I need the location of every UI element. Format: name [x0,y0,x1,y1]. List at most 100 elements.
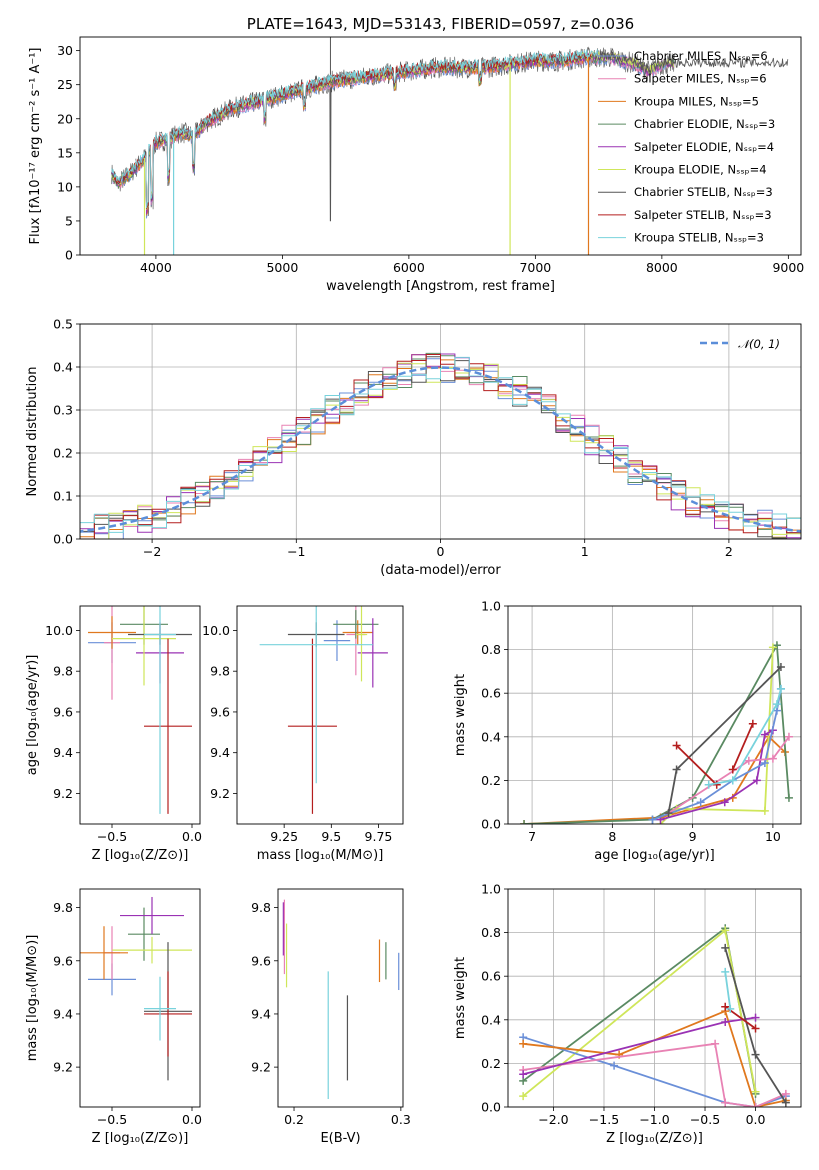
plot-area [111,37,789,255]
y-tick-label: 25 [57,77,73,92]
y-axis-label: mass weight [453,957,468,1039]
data-point-marker [748,719,757,728]
data-point-marker [721,967,730,976]
panel-residual-histogram: −2 −1 0 1 2 0.0 0.1 0.2 0.3 0.4 0.5 (data-model)/er… [25,317,802,578]
data-point-marker [672,741,681,750]
data-point-marker [672,765,681,774]
data-point-marker [728,765,737,774]
y-tick-label: 0.0 [53,532,73,547]
legend-label: Kroupa STELIB, Nₛₛₚ=3 [634,231,764,245]
panel-mass-vs-metallicity: −0.5 0.0 9.2 9.4 9.6 9.8 Z [log₁₀(Z/Z⊙)] mass [… [25,888,202,1146]
y-tick-label: 0 [65,248,73,263]
legend-label: Chabrier MILES, Nₛₛₚ=6 [634,49,768,63]
y-tick-label: 9.8 [53,900,73,915]
x-tick-label: 9.75 [365,829,393,844]
residual-histogram [80,354,801,539]
residual-histogram [80,356,801,539]
y-tick-label: 1.0 [481,599,501,614]
y-tick-label: 30 [57,43,73,58]
data-point-marker [711,1039,720,1048]
panel-mass-vs-ebv: 0.2 0.3 9.2 9.4 9.6 9.8 E(B-V) [251,888,411,1146]
data-point-marker [752,776,761,785]
errorbar-point [259,606,373,784]
data-point-marker [751,1024,760,1033]
y-tick-label: 9.4 [53,1006,73,1021]
y-tick-label: 10 [57,179,73,194]
model-fit-line [111,48,599,209]
mass-weight-line [668,736,790,814]
errorbar-point [144,638,192,814]
y-tick-label: 5 [65,213,73,228]
y-tick-label: 0.0 [481,1100,501,1115]
data-point-marker [519,1070,528,1079]
data-point-marker [720,798,729,807]
y-tick-label: 10.0 [45,623,73,638]
x-tick-label: 9.25 [270,829,298,844]
y-tick-label: 9.2 [53,1060,73,1075]
y-tick-label: 0.4 [53,360,73,375]
y-tick-label: 10.0 [202,623,230,638]
y-tick-label: 0.2 [481,773,501,788]
data-point-marker [781,1089,790,1098]
errorbar-point [287,638,337,814]
y-tick-label: 9.6 [210,704,230,719]
data-point-marker [728,776,737,785]
x-tick-label: 0 [437,544,445,559]
x-tick-label: 8000 [646,260,678,275]
data-point-marker [772,700,781,709]
legend: 𝒩(0, 1) [700,337,780,351]
mass-weight-line [675,744,718,786]
gridlines [508,605,801,825]
y-tick-label: 0.4 [481,1012,501,1027]
y-tick-label: 0.4 [481,729,501,744]
errorbar-point [128,907,160,961]
y-tick-label: 9.4 [210,745,230,760]
x-axis-label: Z [log₁₀(Z/Z⊙)] [92,1131,189,1146]
data-point-marker [751,1013,760,1022]
y-tick-label: 9.8 [210,664,230,679]
data-point-marker [760,758,769,767]
data-point-marker [519,1092,528,1101]
x-tick-label: −0.5 [690,1112,720,1127]
x-tick-label: 9 [689,829,697,844]
y-tick-label: 9.2 [210,786,230,801]
y-tick-label: 9.4 [53,745,73,760]
mass-weight-line [708,688,782,786]
legend-label: Salpeter ELODIE, Nₛₛₚ=4 [634,140,774,154]
data-point-marker [696,798,705,807]
chart-title: PLATE=1643, MJD=53143, FIBERID=0597, z=0… [247,15,634,33]
data-point-marker [704,780,713,789]
y-tick-label: 15 [57,145,73,160]
data-point-marker [781,1098,790,1107]
x-tick-label: 4000 [140,260,172,275]
errorbar-point [355,606,368,682]
data-point-marker [721,926,730,935]
x-tick-label: 9000 [772,260,804,275]
data-point-marker [721,943,730,952]
data-point-marker [648,815,657,824]
legend-label: Kroupa MILES, Nₛₛₚ=5 [634,94,759,108]
x-tick-label: 5000 [266,260,298,275]
y-tick-label: 0.6 [481,969,501,984]
x-axis-label: age [log₁₀(age/yr)] [594,848,715,863]
x-axis-label: (data-model)/error [380,563,501,578]
errorbar-point [112,606,176,686]
x-tick-label: 6000 [393,260,425,275]
data-point-marker [664,809,673,818]
axes-frame [507,888,802,1108]
legend-label: Kroupa ELODIE, Nₛₛₚ=4 [634,163,767,177]
errorbar-point [120,896,184,935]
x-tick-label: −0.5 [97,829,127,844]
legend-label: Salpeter MILES, Nₛₛₚ=6 [634,72,767,86]
y-axis-label: Flux [fλ10⁻¹⁷ erg cm⁻² s⁻¹ A⁻¹] [28,48,43,245]
x-tick-label: 0.2 [284,1112,304,1127]
y-tick-label: 9.8 [251,900,271,915]
x-tick-label: 1 [581,544,589,559]
legend-label: Salpeter STELIB, Nₛₛₚ=3 [634,208,772,222]
y-tick-label: 9.6 [251,953,271,968]
plot-area [80,896,192,1081]
x-axis-label: wavelength [Angstrom, rest frame] [326,279,555,294]
x-axis-label: E(B-V) [320,1131,360,1146]
axes-frame [79,888,201,1108]
errorbar-point [88,616,136,649]
